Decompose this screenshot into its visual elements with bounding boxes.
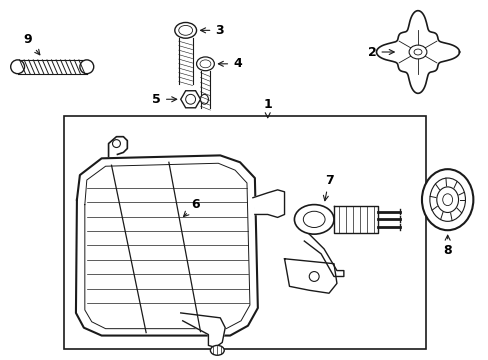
Ellipse shape [408,45,426,59]
Ellipse shape [196,57,214,71]
Ellipse shape [294,204,333,234]
Ellipse shape [200,94,208,104]
Text: 6: 6 [183,198,200,217]
Ellipse shape [436,187,458,212]
Ellipse shape [429,178,465,221]
Circle shape [11,60,24,74]
Text: 1: 1 [263,98,271,118]
Text: 9: 9 [23,33,40,55]
Circle shape [80,60,94,74]
Polygon shape [376,11,459,93]
Text: 7: 7 [323,174,333,201]
Ellipse shape [413,49,421,55]
Text: 5: 5 [152,93,176,106]
Polygon shape [284,259,336,293]
Polygon shape [76,156,257,336]
Ellipse shape [210,345,224,355]
Polygon shape [181,313,225,347]
Polygon shape [333,206,378,233]
Bar [64,116,425,349]
Text: 2: 2 [367,45,393,59]
Polygon shape [304,234,343,276]
Circle shape [185,94,195,104]
Ellipse shape [442,194,452,206]
Text: 8: 8 [443,235,451,257]
Polygon shape [179,38,192,85]
Polygon shape [252,190,284,217]
Text: 3: 3 [200,24,224,37]
Ellipse shape [174,22,196,38]
Polygon shape [200,71,210,108]
Ellipse shape [421,169,472,230]
Text: 4: 4 [218,57,242,70]
Circle shape [308,271,319,282]
